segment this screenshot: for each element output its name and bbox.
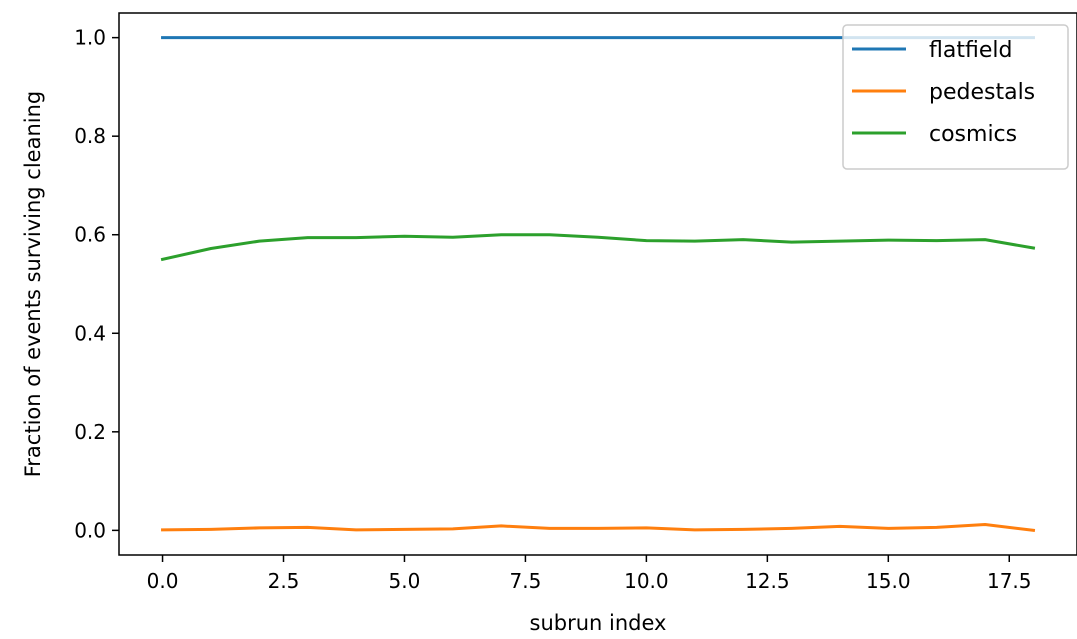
x-tick-label: 0.0 <box>147 569 179 593</box>
legend: flatfield pedestals cosmics <box>842 24 1069 170</box>
x-tick-label: 10.0 <box>624 569 669 593</box>
x-tick-label: 5.0 <box>389 569 421 593</box>
x-axis-label: subrun index <box>530 611 667 635</box>
x-tick-label: 7.5 <box>510 569 542 593</box>
y-axis-label: Fraction of events surviving cleaning <box>21 91 45 478</box>
x-tick-label: 17.5 <box>987 569 1032 593</box>
x-tick-label: 2.5 <box>268 569 300 593</box>
legend-label-pedestals: pedestals <box>929 80 1035 105</box>
y-tick-label: 0.8 <box>74 124 106 148</box>
y-tick-label: 0.2 <box>74 420 106 444</box>
x-tick-label: 15.0 <box>866 569 911 593</box>
y-tick-label: 0.6 <box>74 223 106 247</box>
y-tick-label: 1.0 <box>74 26 106 50</box>
plot-frame <box>118 12 1077 556</box>
y-tick-label: 0.4 <box>74 321 106 345</box>
legend-label-cosmics: cosmics <box>929 122 1017 147</box>
y-tick-label: 0.0 <box>74 518 106 542</box>
x-tick-label: 12.5 <box>745 569 790 593</box>
series-line-pedestals <box>161 522 1036 533</box>
series-line-cosmics <box>160 233 1036 262</box>
axis-ticks: 0.0 2.5 5.0 7.5 10.0 12.5 15.0 17.5 0.0 0.2 0.4 0.6… <box>74 26 1031 593</box>
legend-label-flatfield: flatfield <box>929 38 1012 63</box>
